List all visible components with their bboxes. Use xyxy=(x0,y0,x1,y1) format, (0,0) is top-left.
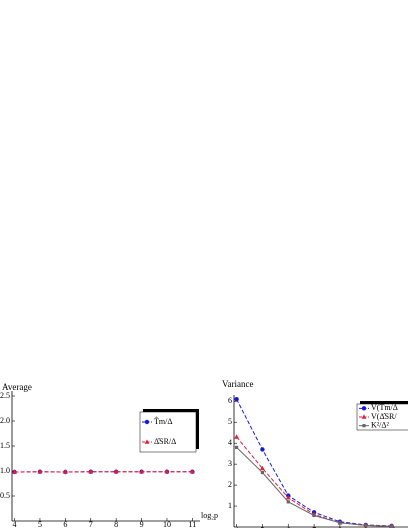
point xyxy=(164,469,170,474)
x-tick-label: 7 xyxy=(89,520,93,528)
legend-marker xyxy=(362,424,366,428)
legend-label: V(T̂m/Δ xyxy=(371,402,398,413)
y-tick-label: 1.0 xyxy=(0,466,10,475)
point xyxy=(234,445,239,449)
legend-marker xyxy=(144,439,150,444)
y-tick-label: 4 xyxy=(228,438,232,447)
x-axis-label: log₂p xyxy=(201,511,218,520)
point xyxy=(260,470,265,475)
x-tick-label: 8 xyxy=(338,526,342,528)
y-tick-label: 5 xyxy=(228,417,232,426)
point xyxy=(285,495,291,500)
point xyxy=(37,469,43,474)
x-tick-label: 6 xyxy=(63,520,67,528)
legend-label: V(Δ̂SR/ xyxy=(371,412,397,421)
legend-label: T̂m/Δ xyxy=(154,415,172,426)
point xyxy=(338,521,342,525)
point xyxy=(189,469,195,474)
point xyxy=(234,434,239,439)
x-tick-label: 9 xyxy=(140,520,144,528)
y-tick-label: 1.5 xyxy=(0,441,10,450)
point xyxy=(139,469,144,474)
chart: Variance12345645678910V(T̂m/ΔV(Δ̂SR/K²/Δ… xyxy=(222,379,408,528)
y-tick-label: 2.0 xyxy=(0,416,10,425)
point xyxy=(88,469,94,474)
chart-title: Variance xyxy=(222,379,253,389)
x-tick-label: 4 xyxy=(235,526,239,528)
y-tick-label: 3 xyxy=(228,459,232,468)
legend-marker xyxy=(361,406,367,411)
chart: Average 0.5 1.0 1.5 2.0 2.5 4 5 6 7 8 9 10 11 log₂p T̂m… xyxy=(0,382,218,528)
legend-marker xyxy=(144,419,150,425)
x-tick-label: 11 xyxy=(189,520,197,528)
y-tick-label: 6 xyxy=(228,396,232,405)
point xyxy=(12,469,17,474)
point xyxy=(389,524,394,528)
x-tick-label: 5 xyxy=(260,526,264,528)
legend-marker xyxy=(361,414,367,419)
y-tick-label: 0.5 xyxy=(0,491,10,500)
legend-label: K²/Δ² xyxy=(371,420,390,429)
point xyxy=(260,465,265,471)
point xyxy=(62,469,68,474)
chart-title: Average xyxy=(2,382,32,392)
legend-label: Δ̂SR/Δ xyxy=(154,437,176,446)
x-tick-label: 10 xyxy=(163,520,171,528)
y-tick-label: 2.5 xyxy=(0,391,10,400)
y-tick-label: 1 xyxy=(228,501,232,510)
point xyxy=(286,500,290,504)
x-tick-label: 8 xyxy=(114,520,118,528)
point xyxy=(312,513,316,518)
x-tick-label: 7 xyxy=(312,526,316,528)
point xyxy=(364,523,368,527)
x-tick-label: 4 xyxy=(13,520,17,528)
y-tick-label: 2 xyxy=(228,480,232,489)
point xyxy=(113,469,119,474)
x-tick-label: 6 xyxy=(286,526,290,528)
legend xyxy=(139,411,197,453)
point xyxy=(260,447,265,452)
point xyxy=(234,396,239,402)
x-tick-label: 5 xyxy=(38,520,42,528)
